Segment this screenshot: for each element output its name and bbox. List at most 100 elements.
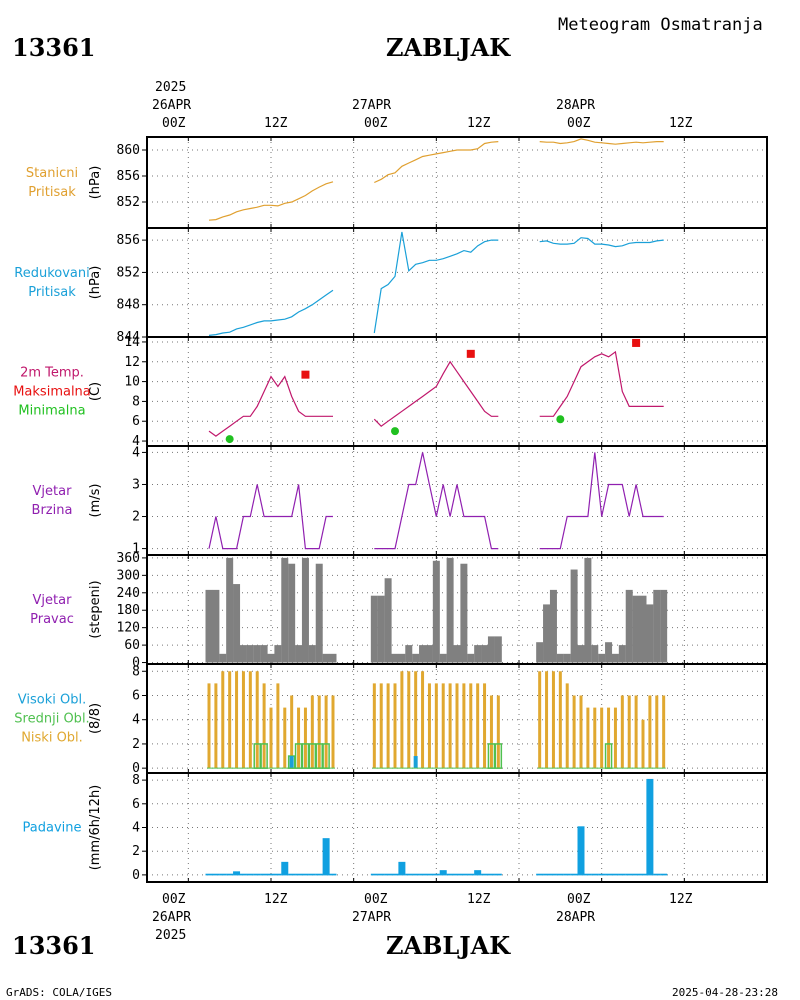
- y-tick-label: 852: [117, 265, 140, 280]
- page-subtitle: Meteogram Osmatranja: [558, 15, 763, 35]
- tmin-marker: [556, 415, 565, 424]
- direction-bar: [205, 589, 213, 663]
- top-hour-label-0: 00Z: [162, 116, 186, 131]
- direction-bar: [460, 563, 468, 663]
- direction-bar: [219, 653, 227, 663]
- precip-bar: [329, 873, 337, 876]
- series-line: [208, 181, 334, 221]
- cloud-bar: [331, 695, 335, 769]
- direction-bar: [639, 595, 647, 663]
- panel-label: Vjetar: [33, 593, 73, 608]
- y-axis-label: (m/s): [88, 484, 103, 518]
- cloud-bar: [662, 695, 666, 769]
- precip-bar: [625, 873, 633, 876]
- cloud-bar: [276, 683, 280, 769]
- cloud-bar: [538, 671, 542, 769]
- y-tick-label: 8: [132, 394, 140, 409]
- cloud-bar: [620, 695, 624, 769]
- cloud-bar: [255, 671, 259, 769]
- cloud-bar: [379, 683, 383, 769]
- direction-bar: [577, 645, 585, 663]
- precip-bar: [467, 873, 475, 876]
- y-tick-label: 4: [132, 434, 140, 449]
- panel-label: Pravac: [30, 612, 74, 627]
- direction-bar: [563, 653, 571, 663]
- cloud-bar: [545, 671, 549, 769]
- series-line: [539, 237, 664, 248]
- y-axis-label: (8/8): [88, 703, 103, 734]
- y-tick-label: 848: [117, 298, 140, 313]
- tmin-marker: [391, 427, 399, 436]
- cloud-bar: [655, 695, 659, 769]
- precip-bar: [453, 873, 461, 876]
- precip-bar: [391, 873, 399, 876]
- precip-bar: [563, 873, 571, 876]
- panel-label: Minimalna: [18, 404, 85, 419]
- panels-group: 852856860(hPa)StanicniPritisak8448488528…: [13, 136, 768, 883]
- cloud-bar: [483, 683, 487, 769]
- cloud-bar: [427, 683, 431, 769]
- direction-bar: [646, 604, 654, 663]
- y-tick-label: 2: [132, 510, 140, 525]
- direction-bar: [253, 645, 261, 663]
- panel-label: Stanicni: [26, 166, 78, 181]
- panel-label: Brzina: [32, 503, 73, 518]
- panel-label: Visoki Obl.: [18, 693, 86, 708]
- precip-bar: [598, 873, 606, 876]
- station-name-top: ZABLJAK: [386, 33, 511, 62]
- precip-bar: [432, 873, 440, 876]
- direction-bar: [239, 645, 247, 663]
- top-date-label-1: 27APR: [352, 98, 391, 113]
- y-tick-label: 14: [124, 335, 140, 350]
- panel-precipitation: 0 2 4 6 8 (mm/6h/12h) Padavine: [23, 772, 768, 883]
- y-tick-label: 360: [117, 551, 140, 566]
- panel-label: Padavine: [23, 821, 82, 836]
- precip-bar: [219, 873, 227, 876]
- panel-label: 2m Temp.: [20, 366, 84, 381]
- y-axis-label: (hPa): [88, 266, 103, 300]
- precip-bar: [253, 873, 261, 876]
- cloud-bar: [641, 719, 645, 769]
- direction-bar: [543, 604, 551, 663]
- direction-bar: [570, 569, 578, 663]
- panel-label: Srednji Obl.: [14, 712, 89, 727]
- direction-bar: [625, 589, 633, 663]
- series-line: [539, 350, 664, 417]
- cloud-bar: [551, 671, 555, 769]
- cloud-bar: [290, 695, 294, 769]
- footer-timestamp: 2025-04-28-23:28: [672, 986, 778, 999]
- series-line: [539, 138, 664, 145]
- precip-bar: [632, 873, 640, 876]
- cloud-bar: [462, 683, 466, 769]
- precip-bar: [412, 873, 420, 876]
- cloud-bar: [317, 695, 321, 769]
- bottom-hour-label-1: 12Z: [264, 892, 288, 907]
- direction-bar: [288, 563, 296, 663]
- y-tick-label: 300: [117, 568, 140, 583]
- top-date-label-0: 26APR: [152, 98, 191, 113]
- cloud-bar: [324, 695, 328, 769]
- bottom-year-label: 2025: [155, 928, 186, 943]
- precip-bar: [439, 870, 447, 876]
- y-tick-label: 3: [132, 477, 140, 492]
- direction-bar: [549, 589, 557, 663]
- direction-bar: [660, 589, 668, 663]
- tmax-marker: [466, 349, 475, 358]
- y-tick-label: 180: [117, 603, 140, 618]
- cloud-bar: [441, 683, 445, 769]
- bottom-hour-label-5: 12Z: [669, 892, 693, 907]
- cloud-bar: [241, 671, 245, 769]
- y-tick-label: 12: [124, 355, 140, 370]
- direction-bar: [598, 653, 606, 663]
- direction-bar: [260, 645, 268, 663]
- panel-frame: [146, 136, 768, 229]
- y-tick-label: 8: [132, 664, 140, 679]
- precip-bar: [611, 873, 619, 876]
- precip-bar: [556, 873, 564, 876]
- precip-bar: [605, 873, 613, 876]
- station-id-top: 13361: [12, 33, 96, 62]
- station-name-bottom: ZABLJAK: [386, 931, 511, 960]
- cloud-bar: [228, 671, 232, 769]
- top-date-label-2: 28APR: [556, 98, 595, 113]
- series-line: [539, 452, 664, 550]
